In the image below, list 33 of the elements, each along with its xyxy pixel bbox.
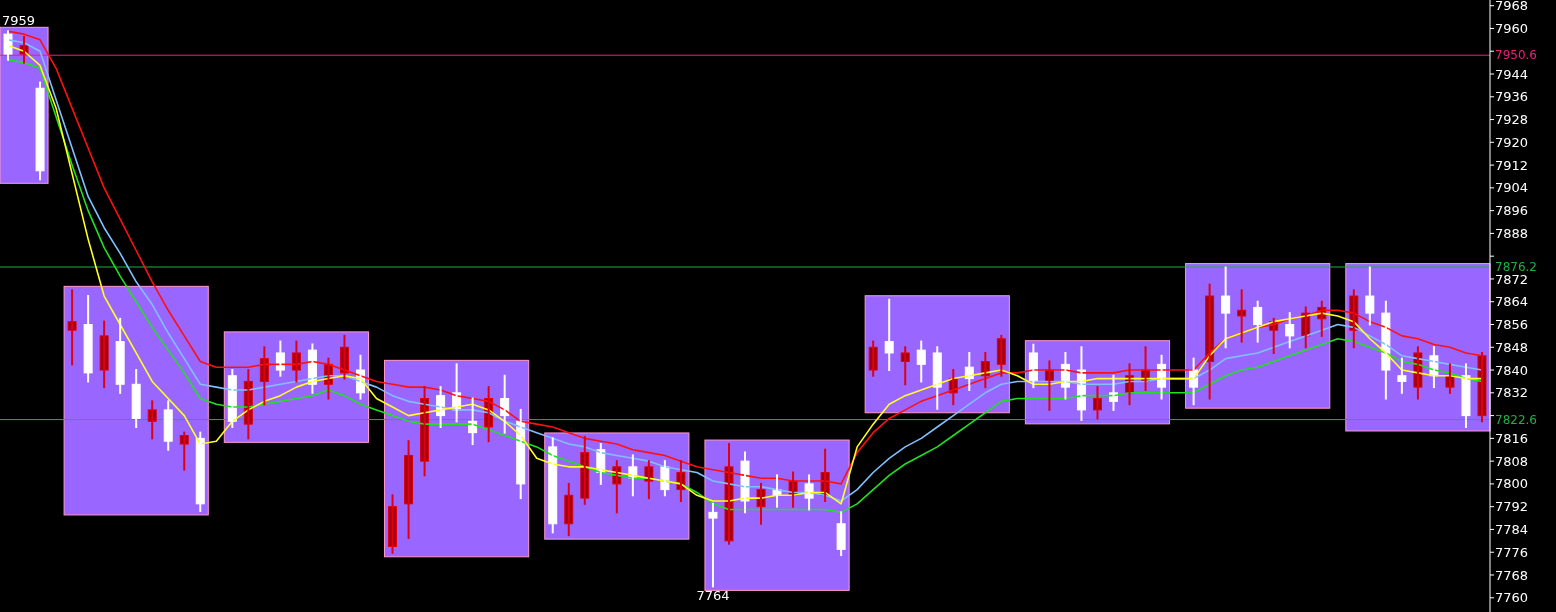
y-tick-label: 7912 — [1495, 157, 1529, 173]
y-tick-label: 7920 — [1495, 134, 1529, 150]
y-tick-label: 7776 — [1495, 544, 1529, 560]
ref-line-label: 7822.6 — [1495, 412, 1537, 427]
y-tick-label: 7944 — [1495, 66, 1529, 82]
annotation: 7959 — [2, 13, 36, 29]
candlestick — [1397, 357, 1407, 394]
candlestick — [708, 502, 718, 588]
y-tick-label: 7888 — [1495, 225, 1529, 241]
y-tick-label: 7784 — [1495, 522, 1529, 537]
candlestick — [67, 289, 77, 366]
y-tick-label: 7904 — [1495, 180, 1529, 196]
annotation: 7764 — [696, 588, 730, 604]
y-tick-label: 7832 — [1495, 385, 1529, 401]
y-tick-label: 7856 — [1495, 317, 1529, 333]
y-tick-label: 7936 — [1495, 89, 1529, 105]
y-tick-label: 7960 — [1495, 21, 1529, 37]
y-tick-label: 7808 — [1495, 453, 1529, 469]
y-tick-label: 7760 — [1495, 590, 1529, 606]
candlestick — [83, 295, 93, 383]
y-tick-label: 7848 — [1495, 339, 1529, 355]
candlestick — [836, 511, 846, 557]
y-tick-label: 7768 — [1495, 567, 1529, 583]
y-tick-label: 7792 — [1495, 499, 1529, 515]
ref-line-label: 7950.6 — [1495, 48, 1537, 63]
y-tick-label: 7968 — [1495, 0, 1529, 14]
y-tick-label: 7840 — [1495, 362, 1529, 378]
y-tick-label: 7928 — [1495, 112, 1529, 128]
y-tick-label: 7896 — [1495, 203, 1529, 219]
candlestick — [99, 320, 109, 389]
y-tick-label: 7800 — [1495, 476, 1529, 492]
y-tick-label: 7864 — [1495, 294, 1529, 310]
y-tick-label: 7816 — [1495, 430, 1529, 446]
